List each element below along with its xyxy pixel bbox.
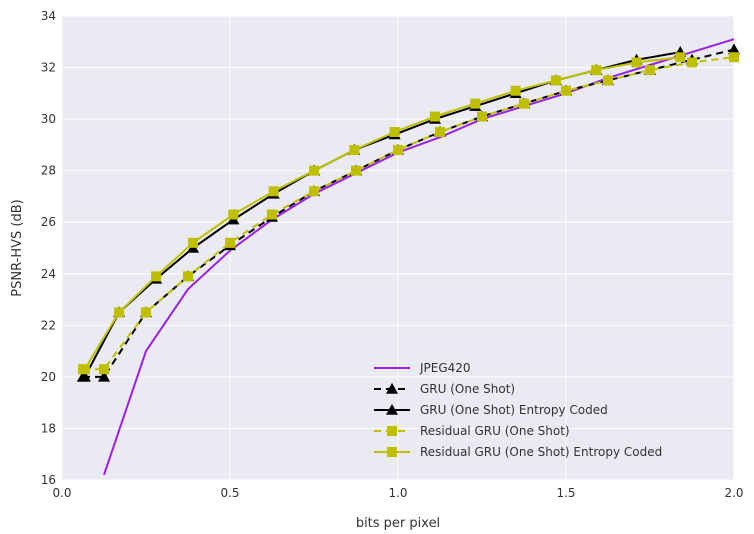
- x-tick-label: 1.0: [388, 486, 407, 500]
- x-tick-label: 0.0: [52, 486, 71, 500]
- data-point: [645, 65, 655, 76]
- data-point: [519, 98, 529, 109]
- legend-item: JPEG420: [374, 361, 471, 375]
- data-point: [435, 127, 445, 137]
- data-point: [561, 85, 571, 96]
- legend-item: Residual GRU (One Shot) Entropy Coded: [374, 445, 662, 459]
- x-tick-label: 1.5: [556, 486, 575, 500]
- y-axis-label: PSNR-HVS (dB): [10, 199, 25, 296]
- data-point: [188, 237, 199, 248]
- y-tick-label: 20: [41, 370, 56, 384]
- y-tick-label: 26: [41, 215, 56, 229]
- data-point: [687, 57, 697, 68]
- legend-item: GRU (One Shot): [374, 382, 515, 396]
- x-axis-label: bits per pixel: [356, 516, 440, 531]
- series-0: [103, 38, 735, 476]
- data-point: [470, 98, 481, 109]
- data-point: [141, 307, 151, 318]
- series-line: [103, 38, 735, 476]
- legend-marker: [387, 447, 397, 457]
- legend-item: Residual GRU (One Shot): [374, 424, 570, 438]
- data-point: [389, 127, 400, 137]
- data-point: [309, 165, 319, 176]
- data-point: [349, 145, 360, 156]
- data-point: [99, 364, 109, 375]
- legend-label: Residual GRU (One Shot): [420, 424, 570, 438]
- legend: JPEG420 GRU (One Shot) GRU (One Shot) Entr…: [374, 361, 662, 459]
- data-point: [228, 209, 239, 220]
- y-tick-label: 18: [41, 421, 56, 435]
- legend-label: GRU (One Shot): [420, 382, 515, 396]
- y-axis-ticks: 16 18 20 22 24 26 28 30 32 34: [41, 9, 56, 487]
- data-point: [675, 52, 686, 63]
- x-tick-label: 2.0: [724, 486, 743, 500]
- legend-label: JPEG420: [419, 361, 471, 375]
- y-tick-label: 16: [41, 473, 56, 487]
- legend-item: GRU (One Shot) Entropy Coded: [374, 403, 608, 417]
- data-point: [151, 271, 162, 282]
- data-point: [97, 370, 111, 382]
- y-tick-label: 24: [41, 267, 56, 281]
- series-line: [83, 56, 681, 370]
- data-point: [309, 186, 319, 197]
- data-point: [183, 271, 193, 282]
- data-point: [79, 364, 90, 375]
- data-point: [351, 165, 361, 176]
- data-point: [429, 111, 440, 122]
- data-point: [225, 237, 235, 248]
- data-point: [591, 65, 602, 76]
- data-point: [631, 57, 642, 68]
- y-tick-label: 28: [41, 164, 56, 178]
- series-4: [79, 52, 686, 375]
- data-point: [550, 75, 561, 86]
- y-tick-label: 32: [41, 61, 56, 75]
- legend-marker: [385, 403, 399, 415]
- y-tick-label: 30: [41, 112, 56, 126]
- y-tick-label: 34: [41, 9, 56, 23]
- series-layer: [76, 38, 741, 476]
- legend-label: GRU (One Shot) Entropy Coded: [420, 403, 608, 417]
- data-point: [268, 186, 279, 197]
- series-3: [78, 52, 739, 375]
- legend-marker: [387, 426, 397, 436]
- series-line: [83, 56, 735, 371]
- data-point: [603, 75, 613, 86]
- legend-label: Residual GRU (One Shot) Entropy Coded: [420, 445, 662, 459]
- y-tick-label: 22: [41, 318, 56, 332]
- data-point: [729, 52, 739, 63]
- data-point: [510, 85, 521, 96]
- x-tick-label: 0.5: [220, 486, 239, 500]
- data-point: [114, 307, 125, 318]
- grid: [61, 15, 735, 481]
- data-point: [477, 111, 487, 122]
- legend-marker: [385, 382, 399, 394]
- data-point: [267, 209, 277, 220]
- data-point: [393, 145, 403, 156]
- x-axis-ticks: 0.0 0.5 1.0 1.5 2.0: [52, 486, 743, 500]
- data-point: [78, 370, 91, 382]
